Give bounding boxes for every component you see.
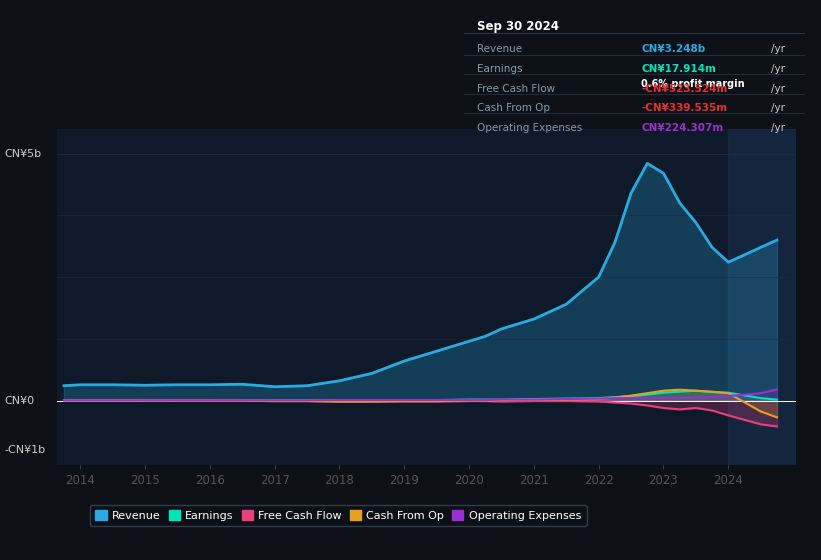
Text: Earnings: Earnings	[478, 64, 523, 74]
Text: /yr: /yr	[770, 85, 785, 94]
Text: CN¥5b: CN¥5b	[4, 148, 41, 158]
Text: -CN¥1b: -CN¥1b	[4, 445, 45, 455]
Text: /yr: /yr	[770, 123, 785, 133]
Text: Operating Expenses: Operating Expenses	[478, 123, 583, 133]
Text: /yr: /yr	[770, 64, 785, 74]
Legend: Revenue, Earnings, Free Cash Flow, Cash From Op, Operating Expenses: Revenue, Earnings, Free Cash Flow, Cash …	[90, 505, 586, 526]
Text: 0.6% profit margin: 0.6% profit margin	[641, 80, 745, 89]
Text: -CN¥339.535m: -CN¥339.535m	[641, 103, 727, 113]
Text: Revenue: Revenue	[478, 44, 523, 54]
Text: CN¥17.914m: CN¥17.914m	[641, 64, 716, 74]
Text: Cash From Op: Cash From Op	[478, 103, 551, 113]
Text: -CN¥523.524m: -CN¥523.524m	[641, 85, 727, 94]
Bar	[728, 129, 796, 465]
Text: Free Cash Flow: Free Cash Flow	[478, 85, 556, 94]
Text: CN¥3.248b: CN¥3.248b	[641, 44, 705, 54]
Text: Sep 30 2024: Sep 30 2024	[478, 20, 559, 33]
Text: CN¥0: CN¥0	[4, 395, 34, 405]
Text: /yr: /yr	[770, 44, 785, 54]
Text: CN¥224.307m: CN¥224.307m	[641, 123, 723, 133]
Text: /yr: /yr	[770, 103, 785, 113]
